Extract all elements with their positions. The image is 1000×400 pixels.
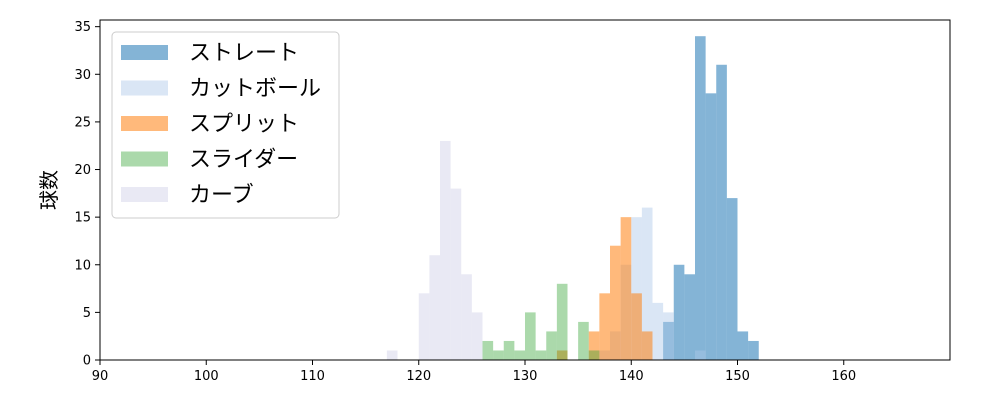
- legend-label: ストレート: [189, 41, 299, 66]
- bars-layer: [386, 36, 759, 360]
- y-axis: 0 5 10 15 20 25 30 35: [74, 20, 100, 369]
- bar-series-0-bin-146: [695, 36, 706, 360]
- bar-series-1-bin-146: [695, 350, 706, 360]
- bar-series-2-bin-139: [620, 217, 632, 360]
- legend-swatch: [121, 187, 168, 202]
- bar-series-0-bin-149: [726, 198, 738, 360]
- legend-swatch: [121, 80, 168, 96]
- x-tick-label: 110: [300, 369, 325, 384]
- y-tick-label: 5: [83, 306, 91, 321]
- x-tick-label: 130: [513, 369, 538, 384]
- bar-series-4-bin-117: [386, 350, 398, 360]
- y-tick-label: 0: [83, 354, 91, 369]
- y-tick-label: 10: [74, 258, 91, 273]
- bar-series-4-bin-120: [418, 293, 430, 360]
- bar-series-3-bin-135: [578, 321, 589, 360]
- bar-series-3-bin-128: [503, 340, 515, 360]
- y-axis-label: 球数: [37, 170, 61, 210]
- bar-series-1-bin-141: [641, 207, 653, 360]
- y-tick-label: 20: [74, 163, 91, 178]
- y-tick-label: 15: [74, 211, 91, 226]
- legend-label: スライダー: [189, 148, 298, 173]
- legend-label: カットボール: [189, 77, 321, 102]
- legend-label: カーブ: [189, 183, 254, 208]
- bar-series-0-bin-144: [673, 264, 685, 360]
- bar-series-3-bin-129: [514, 350, 525, 360]
- bar-series-0-bin-150: [737, 331, 749, 360]
- bar-series-4-bin-123: [450, 188, 462, 360]
- bar-series-2-bin-133: [556, 350, 568, 360]
- x-tick-label: 160: [831, 369, 856, 384]
- bar-series-2-bin-140: [631, 293, 642, 360]
- bar-series-3-bin-133: [556, 283, 568, 360]
- x-axis: 90 100 110 120 130 140 150 160: [92, 360, 856, 384]
- bar-series-0-bin-143: [663, 321, 674, 360]
- legend-box: [111, 31, 340, 219]
- bar-series-3-bin-132: [546, 331, 557, 360]
- bar-series-0-bin-147: [705, 93, 717, 360]
- bar-series-1-bin-140: [631, 217, 642, 360]
- legend-label: スプリット: [189, 112, 299, 137]
- bar-series-0-bin-151: [748, 340, 759, 360]
- bar-series-2-bin-138: [610, 245, 621, 360]
- bar-series-4-bin-121: [429, 255, 440, 360]
- bar-series-1-bin-143: [663, 312, 674, 360]
- legend-swatch: [121, 45, 168, 60]
- bar-series-2-bin-137: [599, 293, 610, 360]
- bar-series-3-bin-127: [493, 350, 504, 360]
- x-tick-label: 150: [725, 369, 750, 384]
- bar-series-4-bin-124: [461, 274, 472, 360]
- y-tick-label: 30: [74, 68, 91, 83]
- x-tick-label: 100: [194, 369, 219, 384]
- bar-series-3-bin-131: [535, 350, 547, 360]
- bar-series-2-bin-141: [641, 331, 653, 360]
- bar-series-3-bin-130: [525, 312, 536, 360]
- x-tick-label: 120: [406, 369, 431, 384]
- bar-series-2-bin-136: [588, 331, 600, 360]
- bar-series-3-bin-136: [588, 350, 600, 360]
- bar-series-0-bin-145: [684, 274, 695, 360]
- bar-series-3-bin-126: [482, 340, 494, 360]
- bar-series-4-bin-125: [471, 312, 483, 360]
- y-tick-label: 25: [74, 115, 91, 130]
- x-tick-label: 140: [619, 369, 644, 384]
- y-tick-label: 35: [74, 20, 91, 35]
- legend-swatch: [121, 151, 168, 167]
- bar-series-0-bin-148: [716, 64, 727, 360]
- bar-series-4-bin-122: [440, 140, 451, 360]
- bar-series-1-bin-142: [652, 302, 664, 360]
- legend-swatch: [121, 116, 168, 131]
- x-tick-label: 90: [92, 369, 109, 384]
